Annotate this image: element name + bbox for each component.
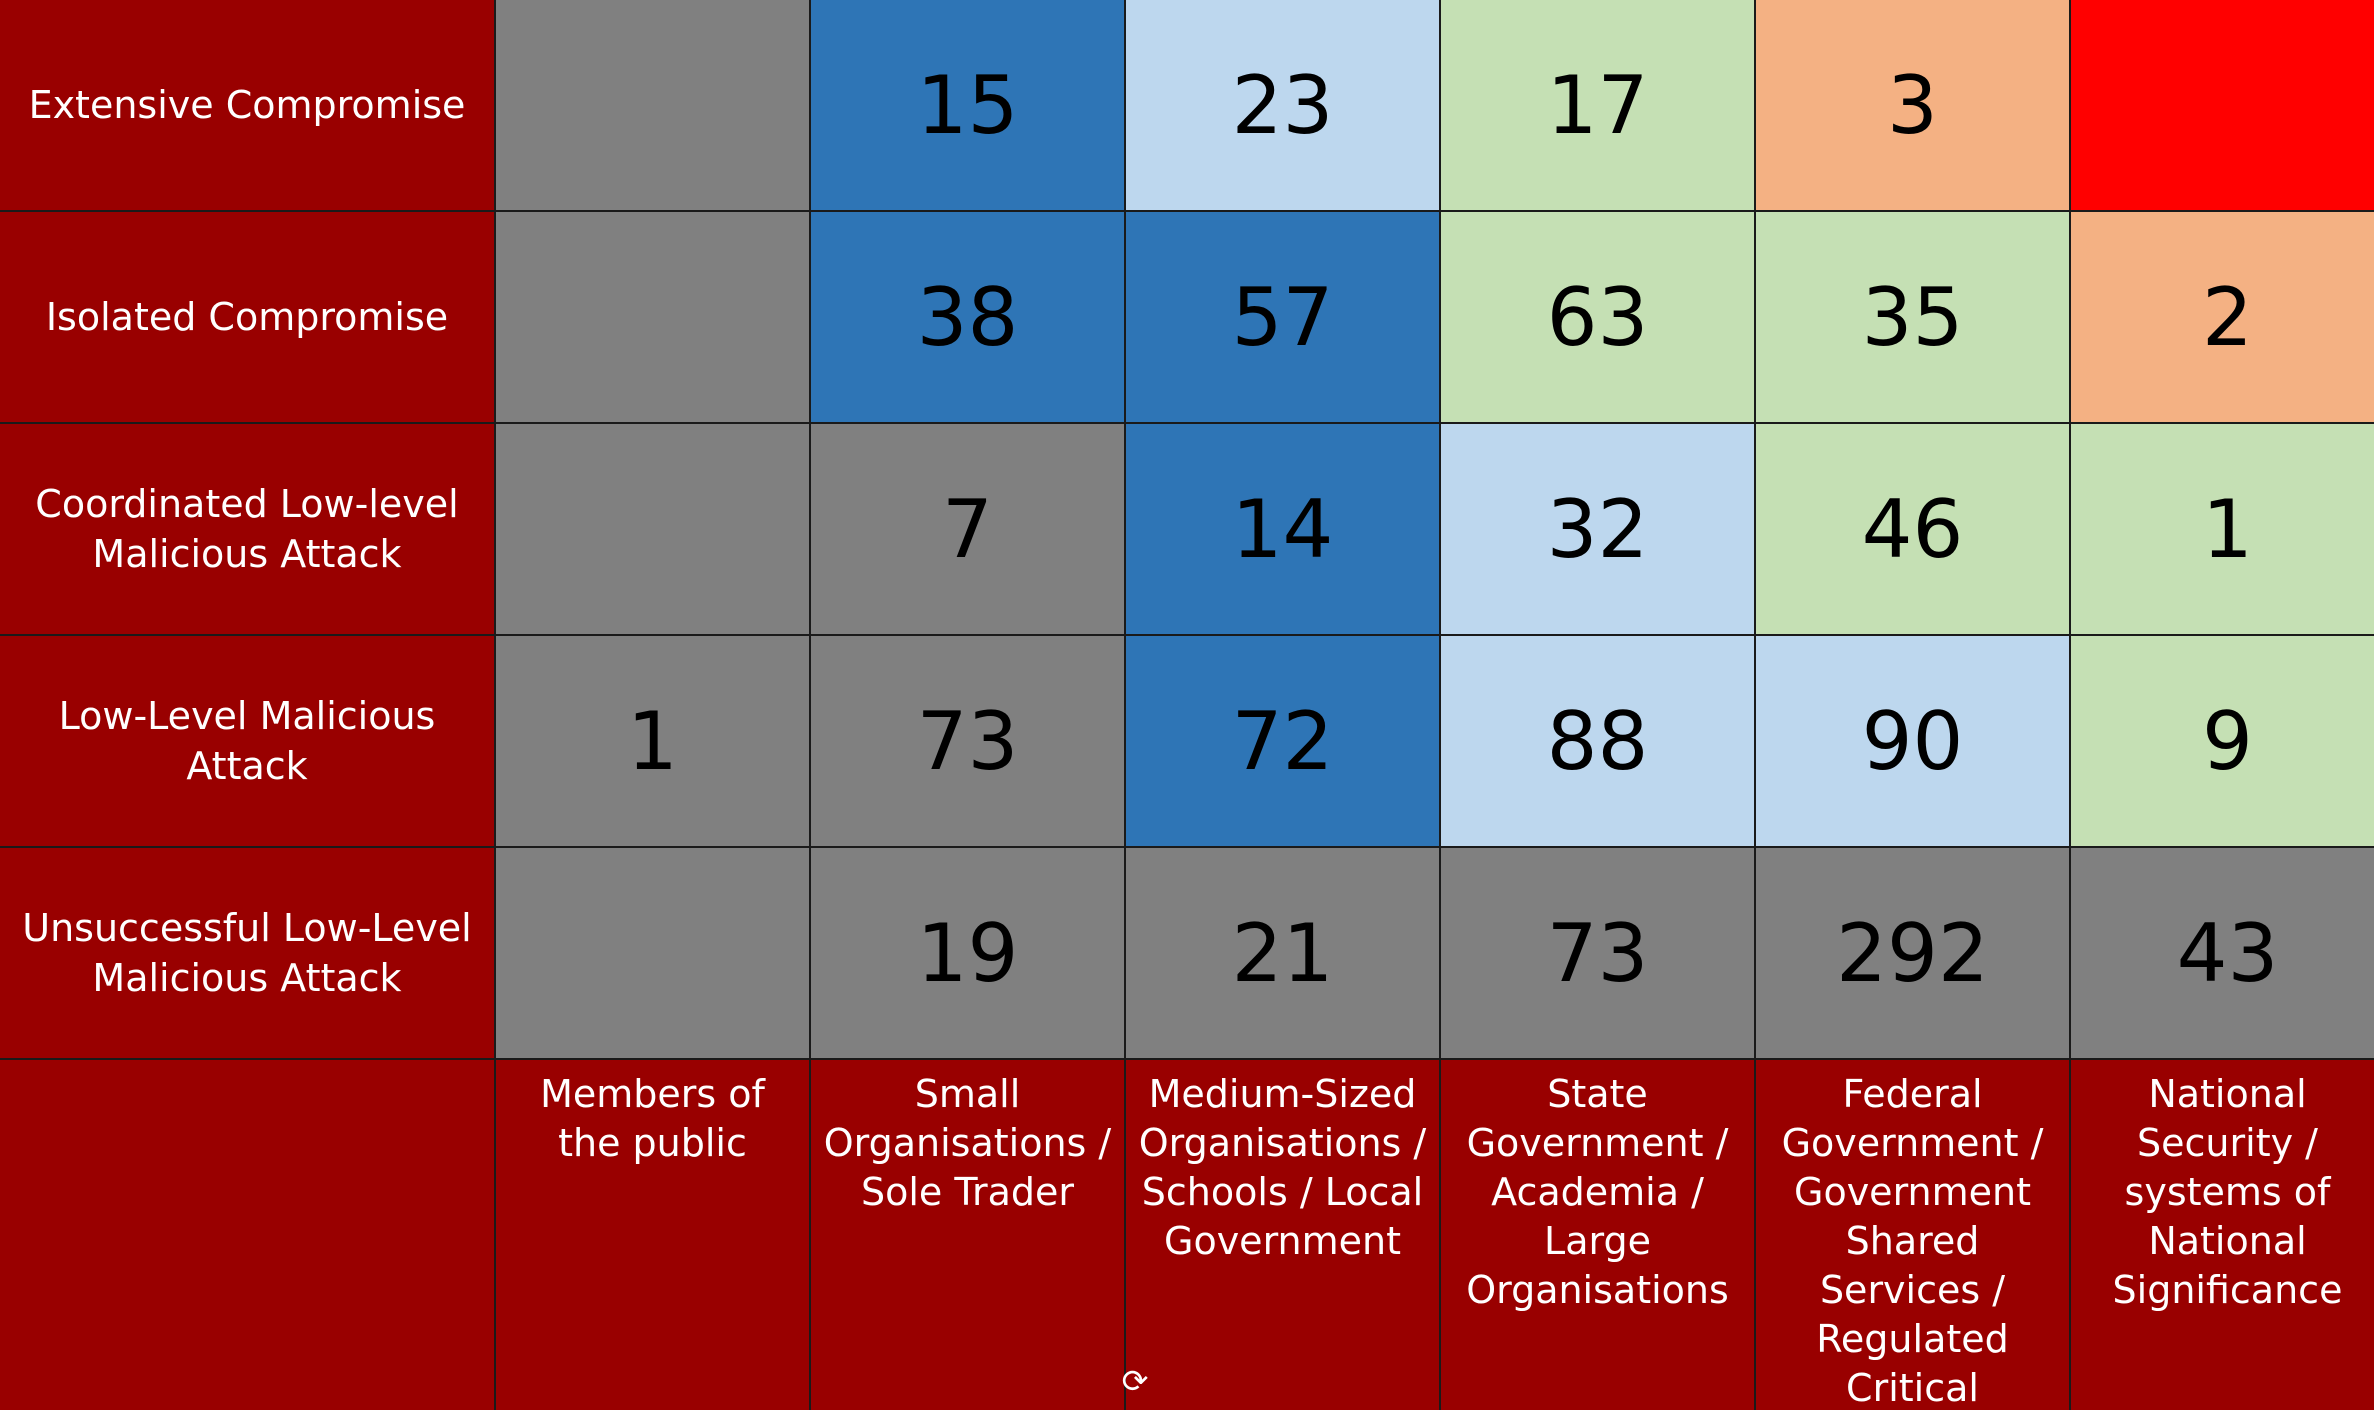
heatmap-cell: 38	[811, 212, 1126, 424]
column-label: Federal Government / Government Shared S…	[1756, 1060, 2071, 1410]
row-label: Low-Level Malicious Attack	[0, 636, 496, 848]
heatmap-cell: 9	[2071, 636, 2374, 848]
heatmap-cell: 46	[1756, 424, 2071, 636]
heatmap-cell: 17	[1441, 0, 1756, 212]
heatmap-cell: 21	[1126, 848, 1441, 1060]
heatmap-cell	[496, 848, 811, 1060]
row-label: Isolated Compromise	[0, 212, 496, 424]
heatmap-cell: 43	[2071, 848, 2374, 1060]
heatmap-cell: 19	[811, 848, 1126, 1060]
heatmap-cell	[2071, 0, 2374, 212]
column-label: Small Organisations / Sole Trader	[811, 1060, 1126, 1410]
heatmap-cell: 2	[2071, 212, 2374, 424]
column-label: Members of the public	[496, 1060, 811, 1410]
heatmap-cell: 73	[811, 636, 1126, 848]
heatmap-cell: 32	[1441, 424, 1756, 636]
heatmap-cell: 292	[1756, 848, 2071, 1060]
heatmap-cell: 57	[1126, 212, 1441, 424]
heatmap-cell: 15	[811, 0, 1126, 212]
heatmap-cell	[496, 212, 811, 424]
heatmap-cell: 1	[2071, 424, 2374, 636]
heatmap-cell	[496, 424, 811, 636]
axis-corner	[0, 1060, 496, 1410]
row-label: Extensive Compromise	[0, 0, 496, 212]
heatmap-cell: 72	[1126, 636, 1441, 848]
heatmap-cell: 63	[1441, 212, 1756, 424]
heatmap-cell: 23	[1126, 0, 1441, 212]
column-label: State Government / Academia / Large Orga…	[1441, 1060, 1756, 1410]
heatmap-cell: 35	[1756, 212, 2071, 424]
column-label: Medium-Sized Organisations / Schools / L…	[1126, 1060, 1441, 1410]
heatmap-cell: 3	[1756, 0, 2071, 212]
heatmap-cell: 1	[496, 636, 811, 848]
heatmap-cell: 14	[1126, 424, 1441, 636]
heatmap-cell: 88	[1441, 636, 1756, 848]
heatmap-cell: 73	[1441, 848, 1756, 1060]
column-label: National Security / systems of National …	[2071, 1060, 2374, 1410]
row-label: Coordinated Low-level Malicious Attack	[0, 424, 496, 636]
heatmap-cell	[496, 0, 811, 212]
rotate-handle-icon[interactable]: ⟳	[1121, 1362, 1149, 1400]
row-label: Unsuccessful Low-Level Malicious Attack	[0, 848, 496, 1060]
heatmap-cell: 90	[1756, 636, 2071, 848]
heatmap-cell: 7	[811, 424, 1126, 636]
